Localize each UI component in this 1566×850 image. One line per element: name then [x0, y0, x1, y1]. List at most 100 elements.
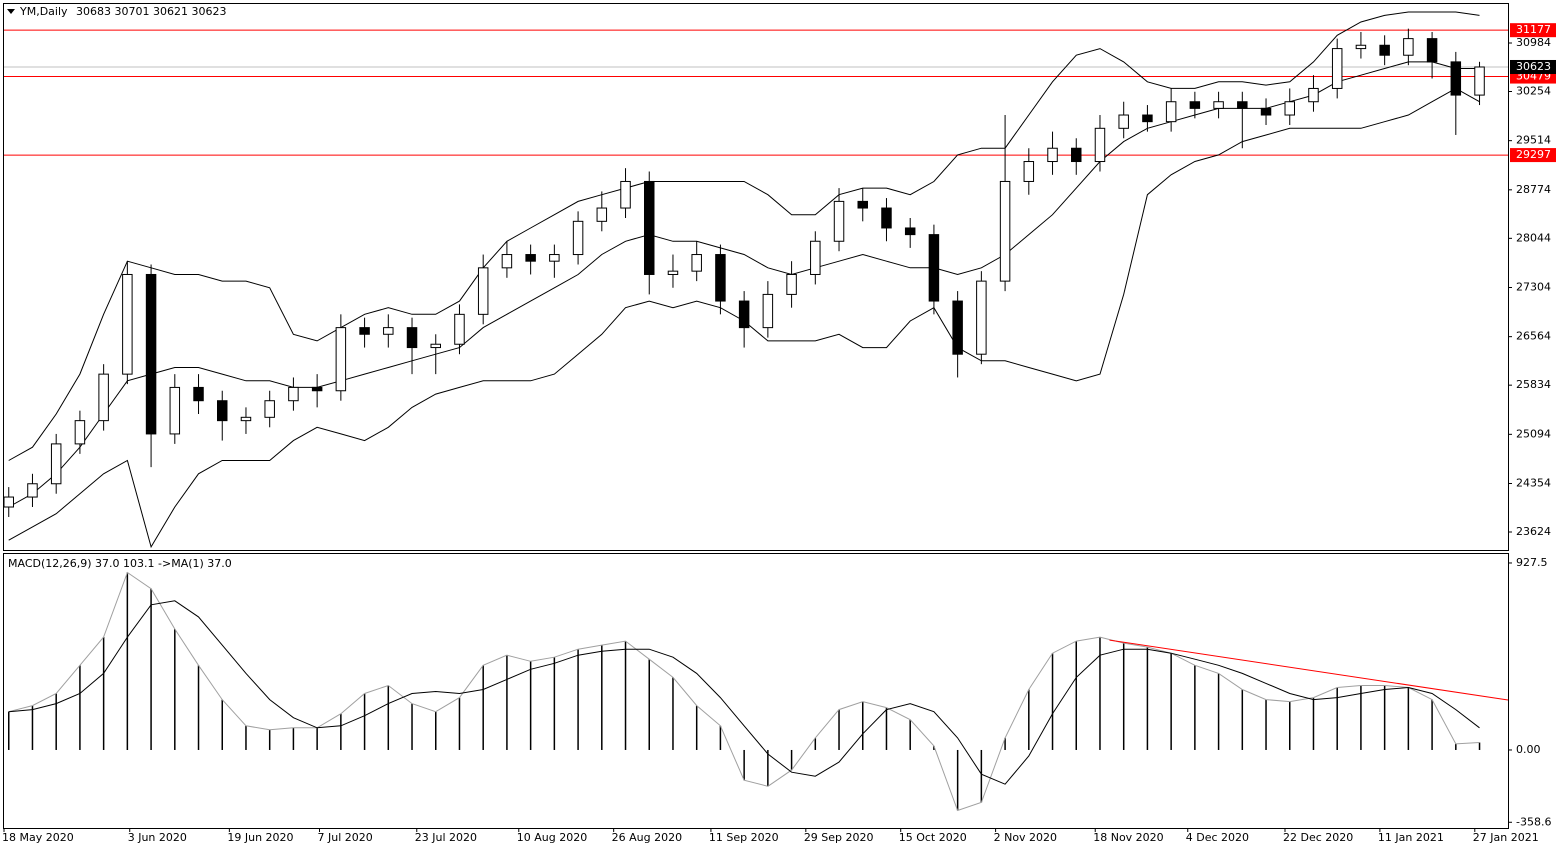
- x-tick-label: 26 Aug 2020: [612, 831, 682, 844]
- y-tick-label: 24354: [1516, 476, 1551, 489]
- candle-body: [169, 386, 181, 435]
- candle-body: [1023, 161, 1035, 182]
- bollinger-middle: [8, 61, 1480, 508]
- y-tick-label: 29514: [1516, 134, 1551, 147]
- y-tick-label: 26564: [1516, 330, 1551, 343]
- x-tick-label: 4 Dec 2020: [1186, 831, 1249, 844]
- last-price-box: [1510, 59, 1556, 74]
- candle-body: [193, 386, 204, 402]
- candle-body: [620, 180, 631, 209]
- y-tick-label: 25094: [1516, 427, 1551, 440]
- candle-body: [715, 254, 726, 302]
- candle-body: [145, 273, 157, 435]
- candle-body: [122, 273, 133, 375]
- candle-body: [1331, 48, 1343, 89]
- candle-body: [881, 207, 892, 229]
- x-tick-label: 19 Jun 2020: [227, 831, 293, 844]
- candle-body: [762, 293, 774, 329]
- candle-body: [1355, 44, 1367, 50]
- candle-body: [1213, 101, 1224, 109]
- level-label-box: [1510, 148, 1556, 163]
- candle-body: [1474, 66, 1485, 96]
- candle-body: [74, 420, 86, 445]
- candle-body: [1379, 44, 1390, 56]
- chart-subtitle: 30683 30701 30621 30623: [76, 5, 226, 18]
- candle-body: [644, 180, 655, 275]
- candle-body: [810, 240, 821, 275]
- candle-body: [240, 416, 252, 422]
- main-panel: [3, 3, 1509, 551]
- candle-body: [477, 267, 489, 315]
- candle-body: [738, 300, 750, 329]
- candle-body: [904, 227, 916, 236]
- x-tick-label: 2 Nov 2020: [994, 831, 1057, 844]
- y-tick-label: -358.6: [1516, 815, 1551, 828]
- chart-title: YM,Daily: [19, 5, 68, 18]
- histogram-outline: [8, 571, 1480, 812]
- x-tick-label: 3 Jun 2020: [128, 831, 187, 844]
- candle-body: [1094, 127, 1106, 163]
- candle-body: [976, 280, 987, 355]
- candle-body: [1308, 87, 1319, 103]
- y-tick-label: 27304: [1516, 280, 1551, 293]
- x-tick-label: 29 Sep 2020: [804, 831, 874, 844]
- candle-body: [572, 220, 584, 256]
- y-tick-label: 927.5: [1516, 556, 1548, 569]
- candle-body: [383, 327, 394, 335]
- candle-body: [27, 483, 38, 498]
- candle-body: [549, 254, 560, 262]
- candle-body: [525, 254, 536, 262]
- candle-body: [857, 200, 868, 209]
- candle-body: [335, 327, 347, 392]
- candle-body: [50, 443, 62, 485]
- candle-body: [928, 234, 940, 302]
- y-tick-label: 0.00: [1516, 743, 1541, 756]
- x-tick-label: 11 Sep 2020: [709, 831, 779, 844]
- candle-body: [1260, 107, 1272, 116]
- y-tick-label: 28774: [1516, 183, 1551, 196]
- candle-body: [1403, 38, 1414, 56]
- candle-body: [1426, 38, 1438, 63]
- candle-body: [1071, 147, 1082, 163]
- y-tick-label: 23624: [1516, 525, 1551, 538]
- candle-body: [1047, 147, 1058, 163]
- x-tick-label: 22 Dec 2020: [1283, 831, 1353, 844]
- y-tick-label: 28044: [1516, 231, 1551, 244]
- candle-body: [430, 343, 441, 349]
- level-label: 29297: [1516, 148, 1551, 161]
- candle-body: [359, 327, 370, 335]
- x-tick-label: 11 Jan 2021: [1378, 831, 1444, 844]
- candle-body: [1284, 101, 1295, 116]
- y-tick-label: 30984: [1516, 36, 1551, 49]
- candle-body: [3, 496, 14, 508]
- candle-body: [98, 373, 109, 422]
- x-tick-label: 7 Jul 2020: [318, 831, 373, 844]
- signal-line: [8, 600, 1480, 785]
- candle-body: [454, 313, 465, 345]
- level-label: 31177: [1516, 23, 1551, 36]
- candle-body: [1142, 114, 1153, 123]
- candle-body: [1118, 114, 1129, 129]
- candle-body: [501, 254, 513, 269]
- candle-body: [217, 400, 228, 422]
- x-tick-label: 18 Nov 2020: [1093, 831, 1163, 844]
- x-tick-label: 23 Jul 2020: [415, 831, 477, 844]
- candle-body: [1450, 61, 1462, 96]
- candle-body: [691, 254, 702, 272]
- candle-body: [406, 327, 418, 349]
- candle-body: [264, 400, 275, 418]
- x-tick-label: 18 May 2020: [2, 831, 74, 844]
- indicator-title: MACD(12,26,9) 37.0 103.1 ->MA(1) 37.0: [8, 557, 232, 570]
- candle-body: [596, 207, 608, 222]
- candle-body: [1237, 101, 1248, 109]
- macd-panel: [3, 553, 1509, 829]
- x-tick-label: 27 Jan 2021: [1473, 831, 1539, 844]
- y-tick-label: 30254: [1516, 85, 1551, 98]
- candle-body: [288, 386, 299, 402]
- menu-triangle: [7, 9, 15, 14]
- candle-body: [1189, 101, 1201, 109]
- candle-body: [952, 300, 963, 355]
- trendline: [1109, 639, 1509, 701]
- level-label-box: [1510, 23, 1556, 38]
